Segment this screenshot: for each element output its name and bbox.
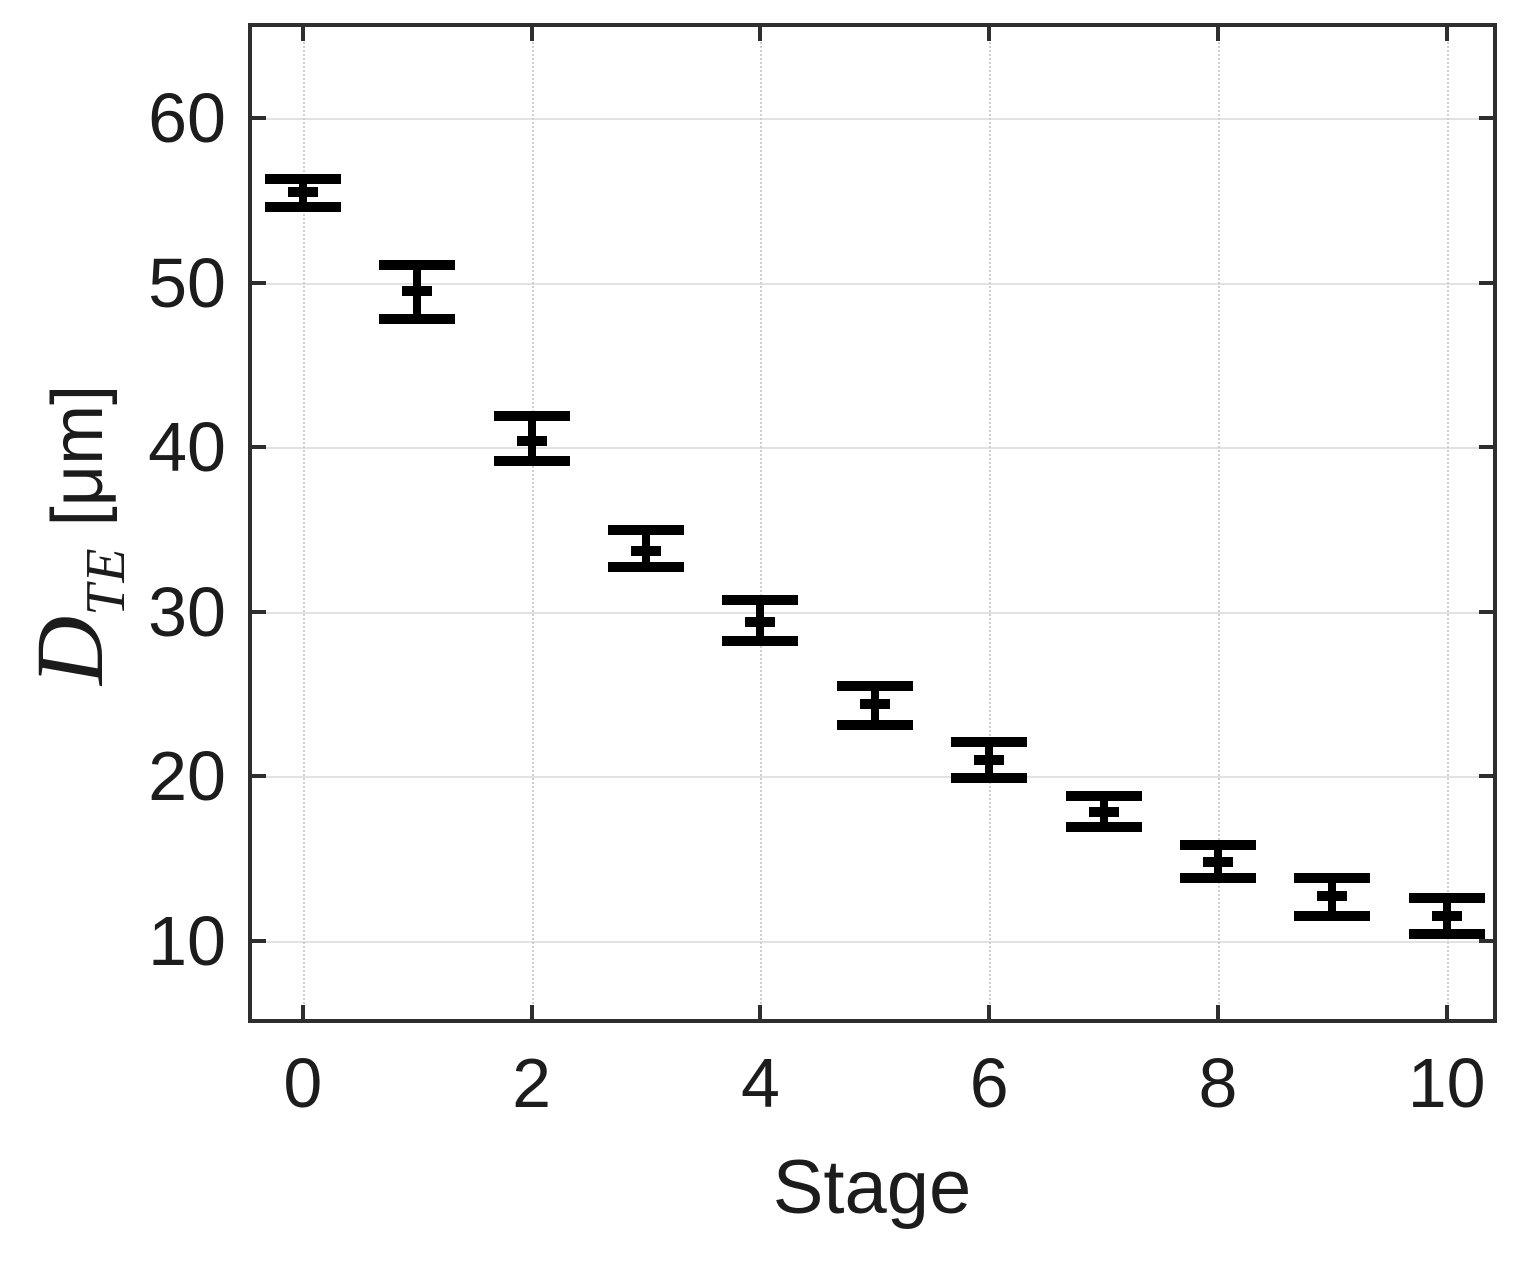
y-tick-mark-right [1479, 938, 1497, 943]
error-bar-bottom-cap [608, 562, 685, 573]
error-bar-bottom-cap [1294, 911, 1371, 922]
y-axis-label-subscript: TE [75, 546, 137, 616]
x-tick-label: 6 [969, 1044, 1009, 1122]
error-bar-bottom-cap [1065, 822, 1142, 833]
error-bar-top-cap [951, 736, 1028, 747]
y-tick-mark-left [248, 280, 266, 285]
x-tick-mark-bottom [1444, 1005, 1449, 1023]
y-tick-mark-right [1479, 774, 1497, 779]
x-gridline [302, 23, 305, 1023]
error-bar-top-cap [493, 411, 570, 422]
error-bar-top-cap [264, 174, 341, 185]
x-tick-label: 0 [283, 1044, 323, 1122]
error-bar-bottom-cap [836, 720, 913, 731]
data-point-marker [745, 616, 776, 627]
x-tick-mark-bottom [758, 1005, 763, 1023]
y-tick-mark-left [248, 609, 266, 614]
error-bar-top-cap [1294, 873, 1371, 884]
y-tick-label: 20 [148, 737, 226, 816]
error-bar-top-cap [1179, 840, 1256, 851]
y-tick-mark-left [248, 445, 266, 450]
x-gridline [760, 23, 763, 1023]
error-bar-bottom-cap [951, 772, 1028, 783]
x-tick-mark-top [529, 23, 534, 41]
y-tick-mark-right [1479, 609, 1497, 614]
error-bar-bottom-cap [493, 455, 570, 466]
error-bar-bottom-cap [722, 636, 799, 647]
data-point-marker [859, 698, 890, 709]
x-tick-mark-bottom [529, 1005, 534, 1023]
x-tick-mark-top [987, 23, 992, 41]
y-gridline [248, 118, 1497, 121]
error-bar-top-cap [608, 524, 685, 535]
y-tick-label: 40 [148, 408, 226, 487]
y-axis-label-variable: D [16, 615, 123, 686]
x-tick-label: 10 [1407, 1044, 1486, 1122]
error-bar-bottom-cap [379, 314, 456, 325]
data-point-marker [631, 545, 662, 556]
x-gridline [1217, 23, 1220, 1023]
y-gridline [248, 940, 1497, 943]
x-tick-label: 8 [1198, 1044, 1238, 1122]
y-axis-label-unit: [μm] [38, 384, 118, 527]
y-gridline [248, 447, 1497, 450]
x-gridline [989, 23, 992, 1023]
x-tick-mark-bottom [1215, 1005, 1220, 1023]
y-tick-mark-left [248, 938, 266, 943]
y-gridline [248, 611, 1497, 614]
data-point-marker [974, 754, 1005, 765]
y-axis-label: DTE [μm] [16, 384, 137, 685]
x-gridline [531, 23, 534, 1023]
y-gridline [248, 776, 1497, 779]
plot-area [248, 23, 1497, 1023]
x-tick-mark-top [1215, 23, 1220, 41]
x-tick-mark-top [758, 23, 763, 41]
x-tick-mark-bottom [300, 1005, 305, 1023]
error-bar-top-cap [1065, 791, 1142, 802]
error-bar-top-cap [1408, 893, 1485, 903]
data-point-marker [516, 435, 547, 446]
y-tick-mark-right [1479, 445, 1497, 450]
error-bar-bottom-cap [264, 202, 341, 213]
data-point-marker [1088, 807, 1119, 818]
x-axis-label: Stage [772, 1145, 972, 1230]
x-tick-label: 2 [512, 1044, 552, 1122]
data-point-marker [1431, 911, 1462, 922]
x-tick-mark-top [300, 23, 305, 41]
y-tick-label: 10 [148, 901, 226, 980]
error-bar-top-cap [722, 595, 799, 606]
y-gridline [248, 282, 1497, 285]
x-gridline [1446, 23, 1449, 1023]
error-bar-top-cap [836, 680, 913, 691]
y-tick-label: 50 [148, 243, 226, 322]
error-bar-bottom-cap [1179, 873, 1256, 884]
data-point-marker [287, 187, 318, 198]
y-tick-mark-right [1479, 280, 1497, 285]
x-tick-mark-top [1444, 23, 1449, 41]
y-tick-label: 60 [148, 79, 226, 158]
error-bar-top-cap [379, 259, 456, 270]
data-point-marker [1202, 856, 1233, 867]
data-point-marker [402, 286, 433, 297]
x-tick-mark-bottom [987, 1005, 992, 1023]
data-point-marker [1317, 891, 1348, 902]
error-bar-bottom-cap [1408, 929, 1485, 940]
x-tick-label: 4 [740, 1044, 780, 1122]
y-tick-mark-right [1479, 116, 1497, 121]
y-tick-mark-left [248, 116, 266, 121]
y-tick-mark-left [248, 774, 266, 779]
y-tick-label: 30 [148, 572, 226, 651]
